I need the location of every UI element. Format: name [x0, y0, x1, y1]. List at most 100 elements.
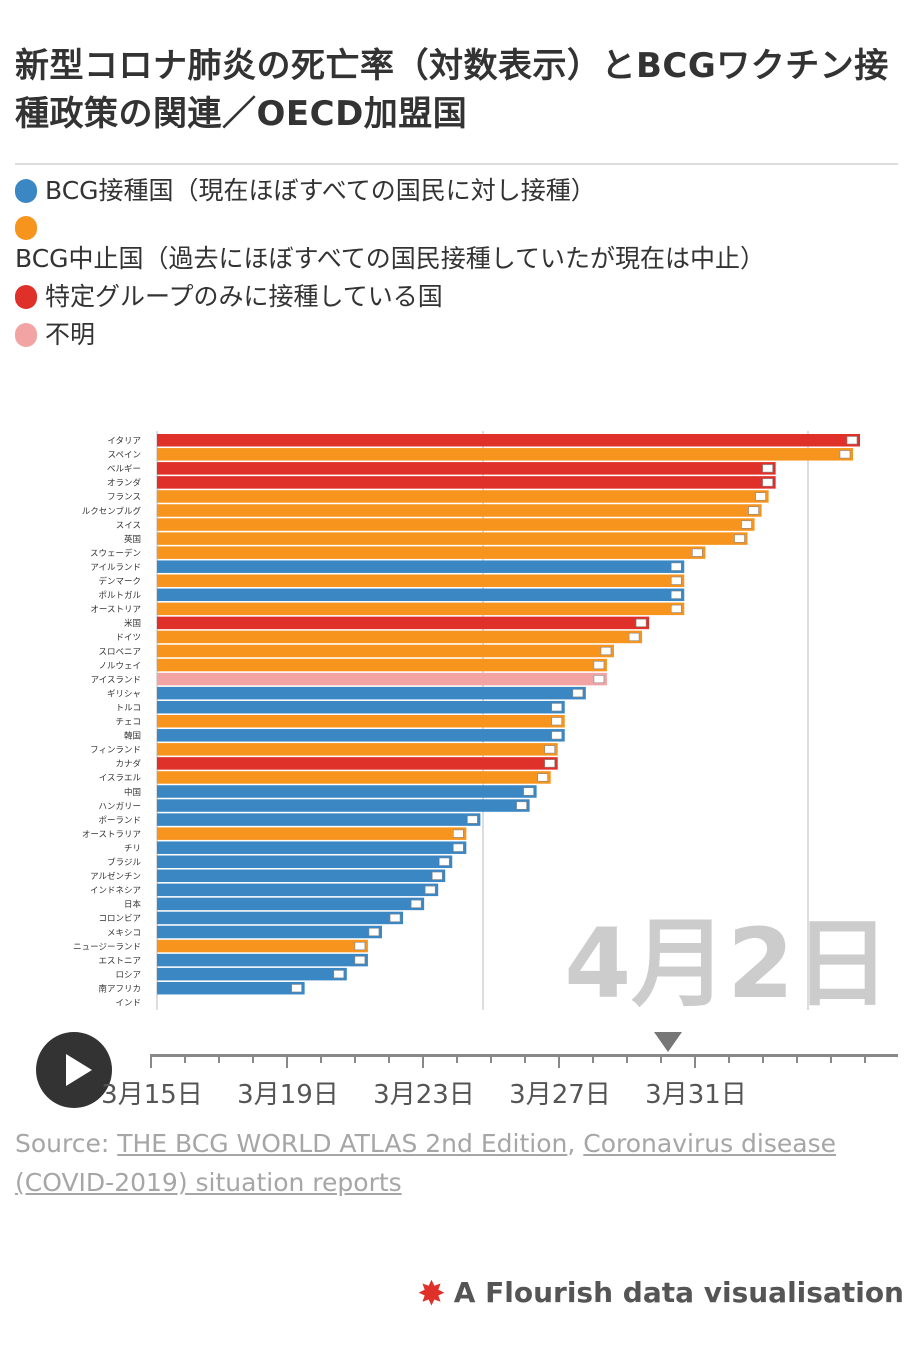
- flag-icon: [593, 661, 605, 670]
- flag-icon: [523, 787, 534, 796]
- bar[interactable]: [157, 462, 776, 475]
- bar[interactable]: [157, 560, 685, 573]
- legend-swatch-unknown: [15, 323, 37, 347]
- timeline-tick-label: 3月15日: [101, 1080, 203, 1110]
- bar[interactable]: [157, 630, 643, 644]
- timeline-handle[interactable]: [654, 1032, 682, 1052]
- category-label: ノルウェイ: [98, 661, 141, 671]
- category-label: スペイン: [108, 451, 141, 461]
- bar[interactable]: [157, 729, 565, 742]
- bar[interactable]: [157, 574, 685, 588]
- bar[interactable]: [157, 855, 453, 869]
- flag-icon: [762, 464, 773, 473]
- category-label: ポルトガル: [98, 590, 141, 601]
- legend-item-unknown[interactable]: 不明: [15, 316, 895, 354]
- flag-icon: [467, 815, 478, 824]
- timeline-tick: [796, 1054, 798, 1063]
- legend-item-stopped[interactable]: BCG中止国（過去にほぼすべての国民接種していたが現在は中止）: [15, 216, 895, 278]
- timeline-tick: [694, 1054, 696, 1068]
- bar[interactable]: [157, 658, 607, 672]
- category-label: チリ: [124, 844, 141, 854]
- bar[interactable]: [157, 757, 558, 770]
- category-label: ギリシャ: [107, 689, 141, 699]
- play-icon: [66, 1054, 92, 1086]
- bar[interactable]: [157, 644, 614, 658]
- bar[interactable]: [157, 686, 586, 700]
- flourish-credit-text: A Flourish data visualisation: [453, 1276, 904, 1309]
- bar[interactable]: [157, 883, 439, 897]
- flag-icon: [544, 745, 556, 754]
- bar[interactable]: [157, 700, 565, 714]
- bar[interactable]: [157, 518, 755, 531]
- bar[interactable]: [157, 490, 769, 503]
- legend-label-stopped: BCG中止国（過去にほぼすべての国民接種していたが現在は中止）: [15, 244, 766, 273]
- bar[interactable]: [157, 771, 551, 784]
- bar[interactable]: [157, 981, 305, 995]
- bar[interactable]: [157, 953, 368, 967]
- play-button[interactable]: [36, 1032, 112, 1108]
- bar[interactable]: [157, 448, 853, 461]
- bar[interactable]: [157, 532, 748, 545]
- bar[interactable]: [157, 869, 446, 883]
- category-label: アルゼンチン: [90, 871, 141, 882]
- flourish-logo-icon: ✸: [417, 1274, 446, 1314]
- timeline-tick: [626, 1054, 628, 1063]
- category-label: 中国: [124, 787, 141, 798]
- timeline-tick: [660, 1054, 662, 1063]
- bar-chart: 4月2日 イタリアスペインベルギーオランダフランスルクセンブルグスイス英国スウェー…: [73, 431, 890, 1015]
- bar[interactable]: [157, 785, 537, 798]
- bar[interactable]: [157, 616, 650, 630]
- legend: BCG接種国（現在ほぼすべての国民に対し接種） BCG中止国（過去にほぼすべての…: [15, 172, 895, 354]
- flag-icon: [291, 984, 302, 993]
- bar[interactable]: [157, 939, 368, 953]
- legend-item-bcg[interactable]: BCG接種国（現在ほぼすべての国民に対し接種）: [15, 172, 895, 210]
- category-label: ハンガリー: [98, 801, 141, 812]
- category-label: ブラジル: [107, 857, 141, 868]
- legend-swatch-specific: [15, 285, 37, 309]
- source-link-bcg-atlas[interactable]: THE BCG WORLD ATLAS 2nd Edition: [117, 1129, 568, 1158]
- bar[interactable]: [157, 588, 685, 602]
- legend-swatch-bcg: [15, 179, 37, 203]
- flag-icon: [762, 478, 773, 487]
- category-label: 南アフリカ: [98, 983, 141, 994]
- category-label: イタリア: [107, 437, 141, 447]
- timeline-tick: [388, 1054, 390, 1063]
- bar[interactable]: [157, 813, 481, 826]
- bar[interactable]: [157, 715, 565, 728]
- bar[interactable]: [157, 799, 530, 812]
- timeline-tick: [218, 1054, 220, 1063]
- title-divider: [15, 163, 898, 165]
- category-label: トルコ: [116, 703, 141, 713]
- category-label: イスラエル: [99, 774, 142, 784]
- flag-icon: [537, 773, 548, 782]
- source-link-who-reports[interactable]: Coronavirus disease (COVID-2019) situati…: [15, 1129, 836, 1197]
- category-label: インドネシア: [90, 886, 141, 896]
- bar[interactable]: [157, 827, 467, 840]
- bar[interactable]: [157, 967, 347, 981]
- flag-icon: [354, 956, 366, 965]
- timeline-tick-label: 3月19日: [237, 1080, 339, 1110]
- bar[interactable]: [157, 925, 382, 939]
- flag-icon: [755, 492, 766, 501]
- flourish-credit[interactable]: ✸ A Flourish data visualisation: [417, 1274, 904, 1314]
- legend-item-specific[interactable]: 特定グループのみに接種している国: [15, 278, 895, 316]
- category-label: ロシア: [115, 970, 141, 980]
- bar[interactable]: [157, 897, 425, 911]
- flag-icon: [670, 604, 682, 613]
- bar[interactable]: [157, 911, 404, 925]
- category-label: オランダ: [107, 478, 142, 489]
- flag-icon: [453, 829, 464, 838]
- bar[interactable]: [157, 672, 607, 686]
- bar[interactable]: [157, 434, 860, 447]
- category-label: フィンランド: [90, 746, 141, 756]
- bar[interactable]: [157, 602, 685, 616]
- bar[interactable]: [157, 743, 558, 756]
- bar[interactable]: [157, 504, 762, 517]
- category-label: インド: [115, 999, 141, 1009]
- category-label: デンマーク: [98, 576, 141, 587]
- bar[interactable]: [157, 841, 467, 854]
- legend-label-bcg: BCG接種国（現在ほぼすべての国民に対し接種）: [45, 176, 596, 205]
- bar[interactable]: [157, 476, 776, 489]
- bar[interactable]: [157, 546, 706, 559]
- flag-icon: [748, 506, 759, 515]
